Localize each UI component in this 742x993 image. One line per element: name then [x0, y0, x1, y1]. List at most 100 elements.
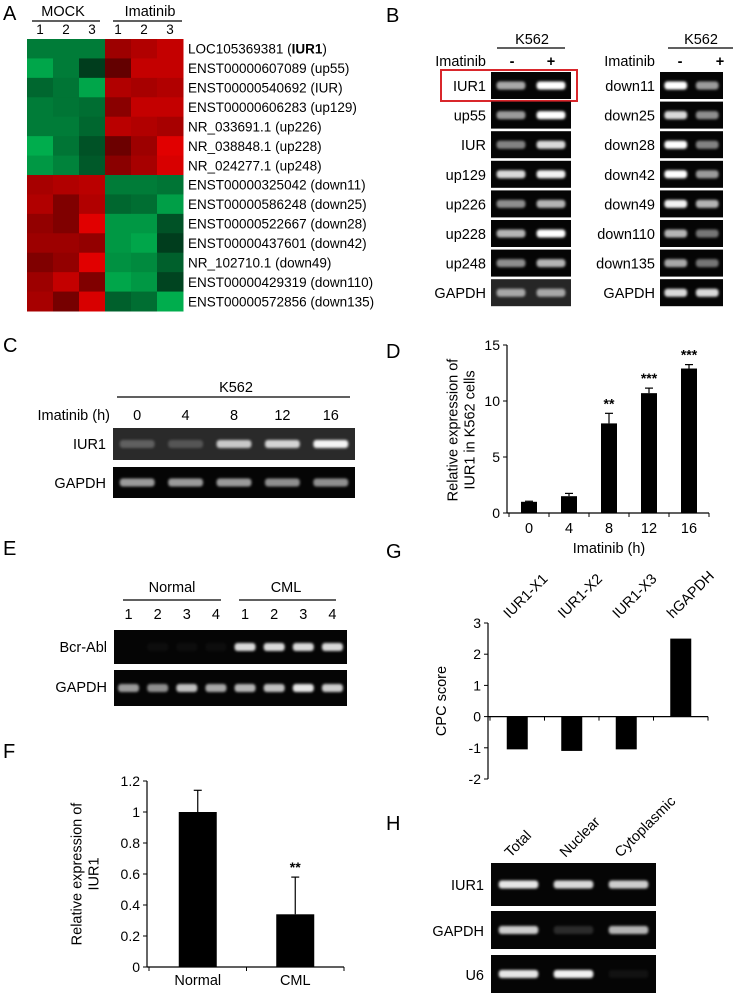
heatmap-cell: [157, 194, 184, 215]
paren: ): [317, 119, 322, 134]
gel-band: [264, 478, 300, 487]
gel-band: [664, 170, 688, 179]
lane-label: 1: [241, 607, 249, 623]
replicate-label: 2: [62, 22, 70, 37]
gel-row-label: down135: [596, 257, 655, 273]
significance-label: ***: [681, 347, 698, 363]
fraction-label: Total: [502, 828, 535, 861]
heatmap-cell: [131, 272, 158, 293]
gel-band: [205, 643, 226, 651]
heatmap-cell: [131, 77, 158, 98]
gel-band: [292, 684, 314, 692]
lane-label: -: [510, 54, 515, 70]
gel-band: [176, 643, 197, 651]
gel-row-label: down49: [604, 197, 655, 213]
gel-row-up55: [491, 101, 571, 129]
lane-label: 4: [182, 408, 190, 424]
heatmap-cell: [27, 116, 54, 137]
group-label: Normal: [149, 580, 196, 596]
gel-row-label: GAPDH: [432, 924, 484, 940]
gel-band: [147, 643, 168, 651]
heatmap-row-label: ENST00000522667 (down28): [188, 217, 367, 232]
gel-band: [664, 259, 688, 268]
lane-label: 2: [154, 607, 162, 623]
replicate-label: 1: [114, 22, 122, 37]
gel-band: [553, 880, 594, 889]
gel-row-IUR1: [491, 863, 656, 906]
gel-row-down42: [660, 160, 723, 188]
y-axis-label: CPC score: [434, 666, 450, 736]
heatmap-cell: [53, 233, 80, 254]
heatmap-cell: [157, 233, 184, 254]
y-tick-label: 2: [473, 646, 481, 662]
y-tick-label: 0: [132, 959, 140, 975]
gel-band: [536, 199, 566, 208]
y-tick-label: 0.4: [121, 897, 141, 913]
y-tick-label: 0.8: [121, 835, 141, 851]
significance-label: ***: [641, 370, 658, 386]
gel-row-up226: [491, 190, 571, 218]
transcript-name: up248: [280, 158, 318, 173]
transcript-name: down49: [280, 255, 327, 270]
panel-label-H: H: [386, 813, 400, 835]
paren: ): [317, 158, 322, 173]
heatmap-cell: [79, 233, 106, 254]
gel-row-IUR: [491, 131, 571, 159]
gel-row-label: up226: [446, 197, 486, 213]
transcript-name: down25: [315, 197, 362, 212]
bar: [615, 716, 637, 750]
replicate-label: 3: [166, 22, 174, 37]
heatmap-cell: [157, 291, 184, 312]
heatmap-cell: [131, 58, 158, 79]
transcript-id: ENST00000522667: [188, 217, 307, 232]
bar: [178, 812, 217, 967]
heatmap-cell: [27, 39, 54, 59]
category-label: hGAPDH: [664, 568, 717, 621]
gel-band: [664, 81, 688, 90]
gel-band: [695, 81, 719, 90]
paren: ): [327, 255, 332, 270]
significance-label: **: [604, 395, 615, 411]
paren: ): [345, 61, 350, 76]
gel-band: [147, 684, 169, 692]
bar: [561, 716, 583, 751]
gel-row-label: IUR1: [73, 437, 106, 453]
x-tick-label: CML: [280, 973, 311, 989]
heatmap-cell: [157, 136, 184, 157]
replicate-label: 3: [88, 22, 96, 37]
gel-row-label: down42: [604, 168, 655, 184]
gel-band: [234, 643, 256, 651]
gel-band: [496, 111, 526, 120]
transcript-name: down42: [315, 236, 362, 251]
heatmap-row-label: NR_102710.1 (down49): [188, 255, 331, 270]
gel-band: [496, 170, 526, 179]
panel-label-E: E: [3, 538, 16, 560]
transcript-id: NR_102710.1: [188, 255, 271, 270]
lane-label: 4: [328, 607, 336, 623]
heatmap-row-label: ENST00000606283 (up129): [188, 100, 357, 115]
gel-band: [496, 199, 526, 208]
heatmap-cell: [27, 291, 54, 312]
heatmap-cell: [53, 77, 80, 98]
gel-row-label: GAPDH: [55, 680, 107, 696]
fraction-label: Nuclear: [557, 814, 604, 861]
heatmap-cell: [131, 136, 158, 157]
heatmap-cell: [53, 116, 80, 137]
heatmap-cell: [79, 291, 106, 312]
heatmap-cell: [27, 155, 54, 176]
heatmap-cell: [105, 39, 132, 59]
paren: ): [362, 197, 367, 212]
y-tick-label: 0: [473, 709, 481, 725]
y-axis-label: Relative expression of: [70, 802, 86, 946]
highlight-box: [440, 69, 578, 102]
gel-band: [496, 229, 526, 238]
paren: ): [361, 178, 366, 193]
heatmap-cell: [79, 194, 106, 215]
gel-row-up129: [491, 160, 571, 188]
y-tick-label: 1.2: [121, 773, 141, 789]
panel-label-C: C: [3, 335, 17, 357]
gel-row-label: GAPDH: [54, 476, 106, 492]
paren: ): [362, 217, 367, 232]
transcript-name: down135: [315, 294, 370, 309]
heatmap-cell: [27, 97, 54, 118]
